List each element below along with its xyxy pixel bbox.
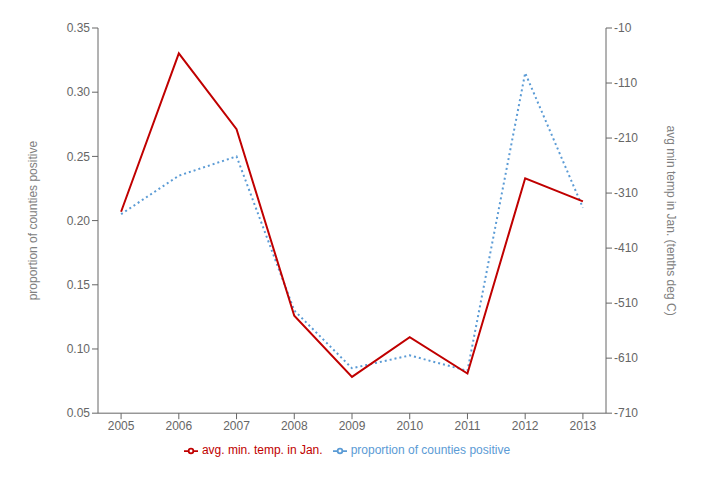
svg-text:2008: 2008 (281, 419, 308, 433)
svg-text:0.20: 0.20 (67, 214, 91, 228)
svg-text:2011: 2011 (455, 419, 481, 433)
svg-text:-710: -710 (614, 406, 638, 420)
svg-text:2006: 2006 (165, 419, 192, 433)
html-text:proportion of counties positiv: proportion of counties positive (350, 443, 511, 458)
svg-text:2007: 2007 (223, 419, 250, 433)
svg-text:2009: 2009 (339, 419, 366, 433)
svg-text:-210: -210 (614, 131, 638, 145)
svg-text:avg min temp in Jan. (tenths d: avg min temp in Jan. (tenths deg C) (664, 126, 678, 316)
svg-text:2005: 2005 (108, 419, 135, 433)
svg-text:0.15: 0.15 (67, 278, 91, 292)
svg-text:2012: 2012 (512, 419, 539, 433)
svg-text:-610: -610 (614, 351, 638, 365)
svg-text:proportion of counties positiv: proportion of counties positive (26, 141, 40, 301)
svg-text:0.05: 0.05 (67, 406, 91, 420)
svg-text:0.10: 0.10 (67, 342, 91, 356)
svg-text:0.30: 0.30 (67, 85, 91, 99)
svg-text:2013: 2013 (570, 419, 597, 433)
svg-text:0.25: 0.25 (67, 150, 91, 164)
svg-text:2010: 2010 (396, 419, 423, 433)
svg-text:0.35: 0.35 (67, 21, 91, 35)
svg-text:-410: -410 (614, 241, 638, 255)
html-text:avg. min. temp. in Jan.: avg. min. temp. in Jan. (201, 443, 323, 458)
svg-text:-110: -110 (614, 76, 637, 90)
svg-text:-510: -510 (614, 296, 638, 310)
svg-text:-310: -310 (614, 186, 638, 200)
svg-text:-10: -10 (614, 21, 632, 35)
